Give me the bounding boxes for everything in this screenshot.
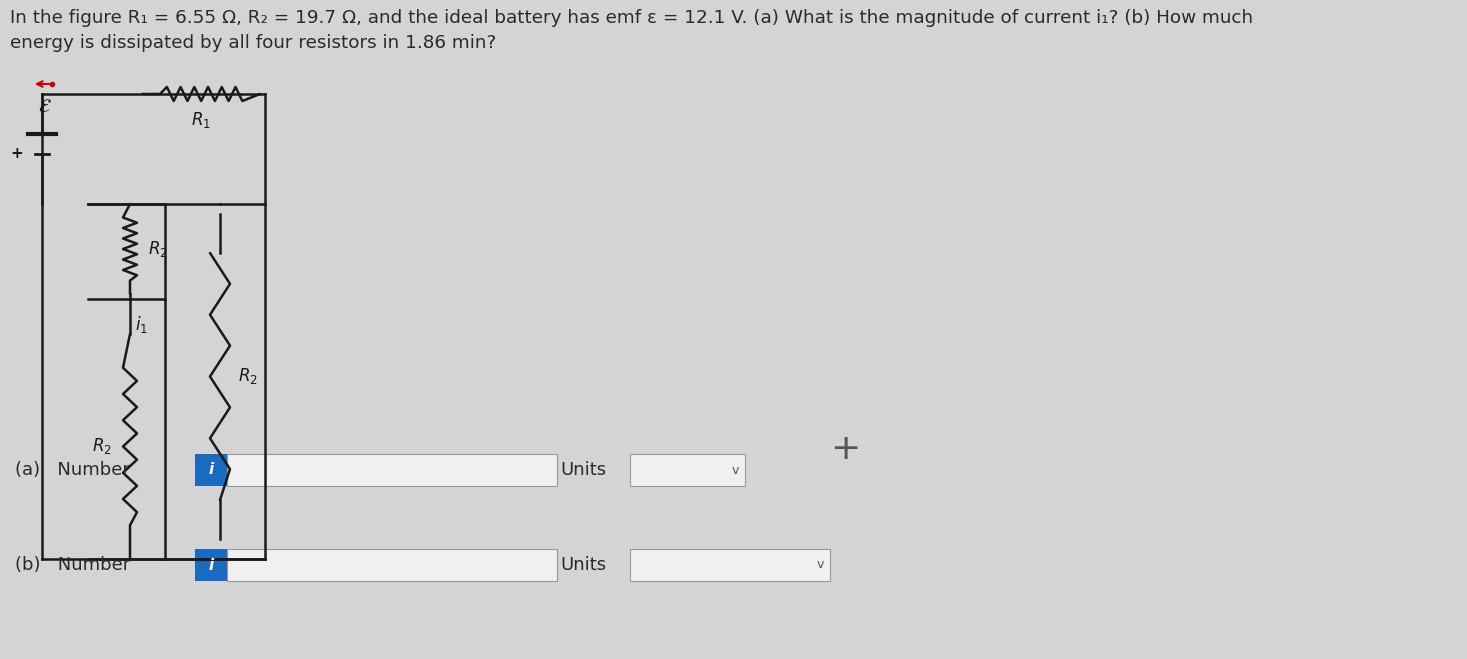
Text: Units: Units <box>560 556 606 574</box>
Text: $R_1$: $R_1$ <box>191 110 211 130</box>
FancyBboxPatch shape <box>227 454 557 486</box>
Text: $\mathcal{E}$: $\mathcal{E}$ <box>38 97 51 116</box>
Text: i: i <box>208 558 214 573</box>
FancyBboxPatch shape <box>195 454 227 486</box>
Text: (a)   Number: (a) Number <box>15 461 131 479</box>
Text: v: v <box>816 558 823 571</box>
Text: i: i <box>208 463 214 478</box>
Text: Units: Units <box>560 461 606 479</box>
FancyBboxPatch shape <box>629 549 830 581</box>
Text: $i_1$: $i_1$ <box>135 314 148 335</box>
Text: (b)   Number: (b) Number <box>15 556 131 574</box>
Text: +: + <box>830 432 860 466</box>
Text: v: v <box>732 463 739 476</box>
Text: In the figure R₁ = 6.55 Ω, R₂ = 19.7 Ω, and the ideal battery has emf ε = 12.1 V: In the figure R₁ = 6.55 Ω, R₂ = 19.7 Ω, … <box>10 9 1253 27</box>
FancyBboxPatch shape <box>629 454 745 486</box>
Text: energy is dissipated by all four resistors in 1.86 min?: energy is dissipated by all four resisto… <box>10 34 496 52</box>
Text: $R_2$: $R_2$ <box>238 366 258 386</box>
Text: $R_2$: $R_2$ <box>92 436 111 457</box>
FancyBboxPatch shape <box>227 549 557 581</box>
Text: +: + <box>10 146 23 161</box>
Text: $R_2$: $R_2$ <box>148 239 167 259</box>
FancyBboxPatch shape <box>195 549 227 581</box>
